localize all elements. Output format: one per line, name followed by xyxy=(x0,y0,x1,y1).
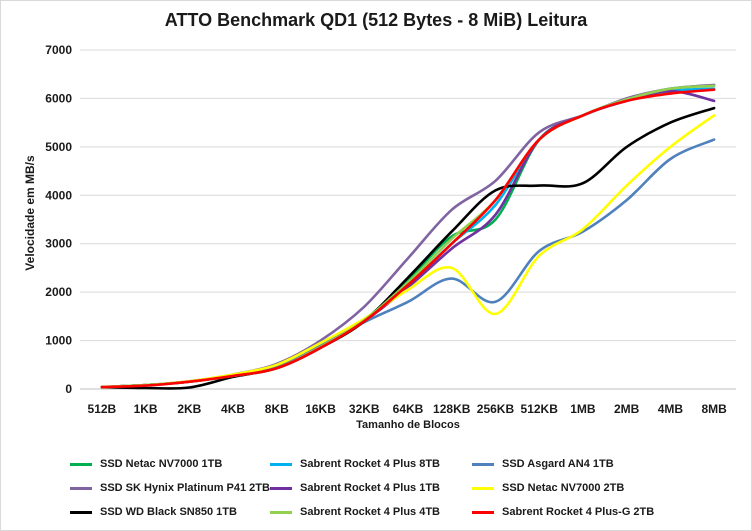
legend-label: SSD WD Black SN850 1TB xyxy=(100,506,237,518)
legend-label: Sabrent Rocket 4 Plus 1TB xyxy=(300,482,440,494)
legend-item: Sabrent Rocket 4 Plus 1TB xyxy=(270,477,440,499)
legend-swatch xyxy=(270,462,292,466)
series-line-sabrent-rocket-4-plus-8tb xyxy=(100,87,716,389)
series-line-ssd-sk-hynix-platinum-p41-2tb xyxy=(100,83,716,389)
y-tick-label: 4000 xyxy=(45,188,72,202)
legend-swatch xyxy=(270,486,292,490)
x-tick-label: 1MB xyxy=(570,402,596,416)
legend-label: SSD Netac NV7000 1TB xyxy=(100,458,223,470)
x-tick-label: 4KB xyxy=(221,402,245,416)
legend-item: SSD SK Hynix Platinum P41 2TB xyxy=(70,477,270,499)
legend-label: SSD Asgard AN4 1TB xyxy=(502,458,614,470)
series-line-sabrent-rocket-4-plus-4tb xyxy=(100,84,716,389)
legend-item: SSD WD Black SN850 1TB xyxy=(70,501,237,523)
y-tick-label: 2000 xyxy=(45,285,72,299)
x-tick-label: 8MB xyxy=(701,402,727,416)
x-tick-label: 2MB xyxy=(614,402,640,416)
y-tick-label: 1000 xyxy=(45,334,72,348)
legend-item: SSD Asgard AN4 1TB xyxy=(472,453,614,475)
x-tick-label: 16KB xyxy=(305,402,336,416)
legend-swatch xyxy=(472,462,494,466)
series-line-ssd-wd-black-sn850-1tb xyxy=(100,106,716,390)
x-tick-label: 1KB xyxy=(134,402,158,416)
x-axis-label: Tamanho de Blocos xyxy=(356,419,460,431)
legend-swatch xyxy=(70,462,92,466)
series-line-ssd-asgard-an4-1tb xyxy=(100,138,716,389)
series-line-ssd-netac-nv7000-1tb xyxy=(100,84,716,389)
chart-title: ATTO Benchmark QD1 (512 Bytes - 8 MiB) L… xyxy=(164,10,588,30)
x-tick-label: 2KB xyxy=(177,402,201,416)
x-tick-label: 64KB xyxy=(393,402,424,416)
legend-item: Sabrent Rocket 4 Plus 4TB xyxy=(270,501,440,523)
legend-item: Sabrent Rocket 4 Plus-G 2TB xyxy=(472,501,654,523)
legend-swatch xyxy=(70,486,92,490)
x-tick-label: 512KB xyxy=(521,402,559,416)
x-tick-label: 4MB xyxy=(658,402,684,416)
legend-label: SSD Netac NV7000 2TB xyxy=(502,482,625,494)
legend-label: SSD SK Hynix Platinum P41 2TB xyxy=(100,482,270,494)
series-line-ssd-netac-nv7000-2tb xyxy=(100,114,716,389)
legend-label: Sabrent Rocket 4 Plus-G 2TB xyxy=(502,506,655,518)
x-tick-label: 256KB xyxy=(477,402,515,416)
y-tick-label: 5000 xyxy=(45,140,72,154)
legend-swatch xyxy=(270,510,292,514)
legend-item: SSD Netac NV7000 2TB xyxy=(472,477,624,499)
series-line-sabrent-rocket-4-plus-1tb xyxy=(100,89,716,389)
x-tick-label: 512B xyxy=(88,402,117,416)
series-line-sabrent-rocket-4-plus-g-2tb xyxy=(100,88,716,389)
x-tick-label: 32KB xyxy=(349,402,380,416)
x-tick-label: 128KB xyxy=(433,402,471,416)
y-tick-label: 0 xyxy=(65,382,72,396)
legend-label: Sabrent Rocket 4 Plus 8TB xyxy=(300,458,440,470)
legend-swatch xyxy=(472,510,494,514)
x-tick-label: 8KB xyxy=(265,402,289,416)
legend: SSD Netac NV7000 1TB Sabrent Rocket 4 Plu… xyxy=(70,453,730,525)
legend-swatch xyxy=(70,510,92,514)
legend-item: SSD Netac NV7000 1TB xyxy=(70,453,222,475)
y-tick-label: 3000 xyxy=(45,237,72,251)
y-tick-label: 6000 xyxy=(45,91,72,105)
legend-item: Sabrent Rocket 4 Plus 8TB xyxy=(270,453,440,475)
legend-swatch xyxy=(472,486,494,490)
y-tick-label: 7000 xyxy=(45,43,72,57)
legend-label: Sabrent Rocket 4 Plus 4TB xyxy=(300,506,440,518)
